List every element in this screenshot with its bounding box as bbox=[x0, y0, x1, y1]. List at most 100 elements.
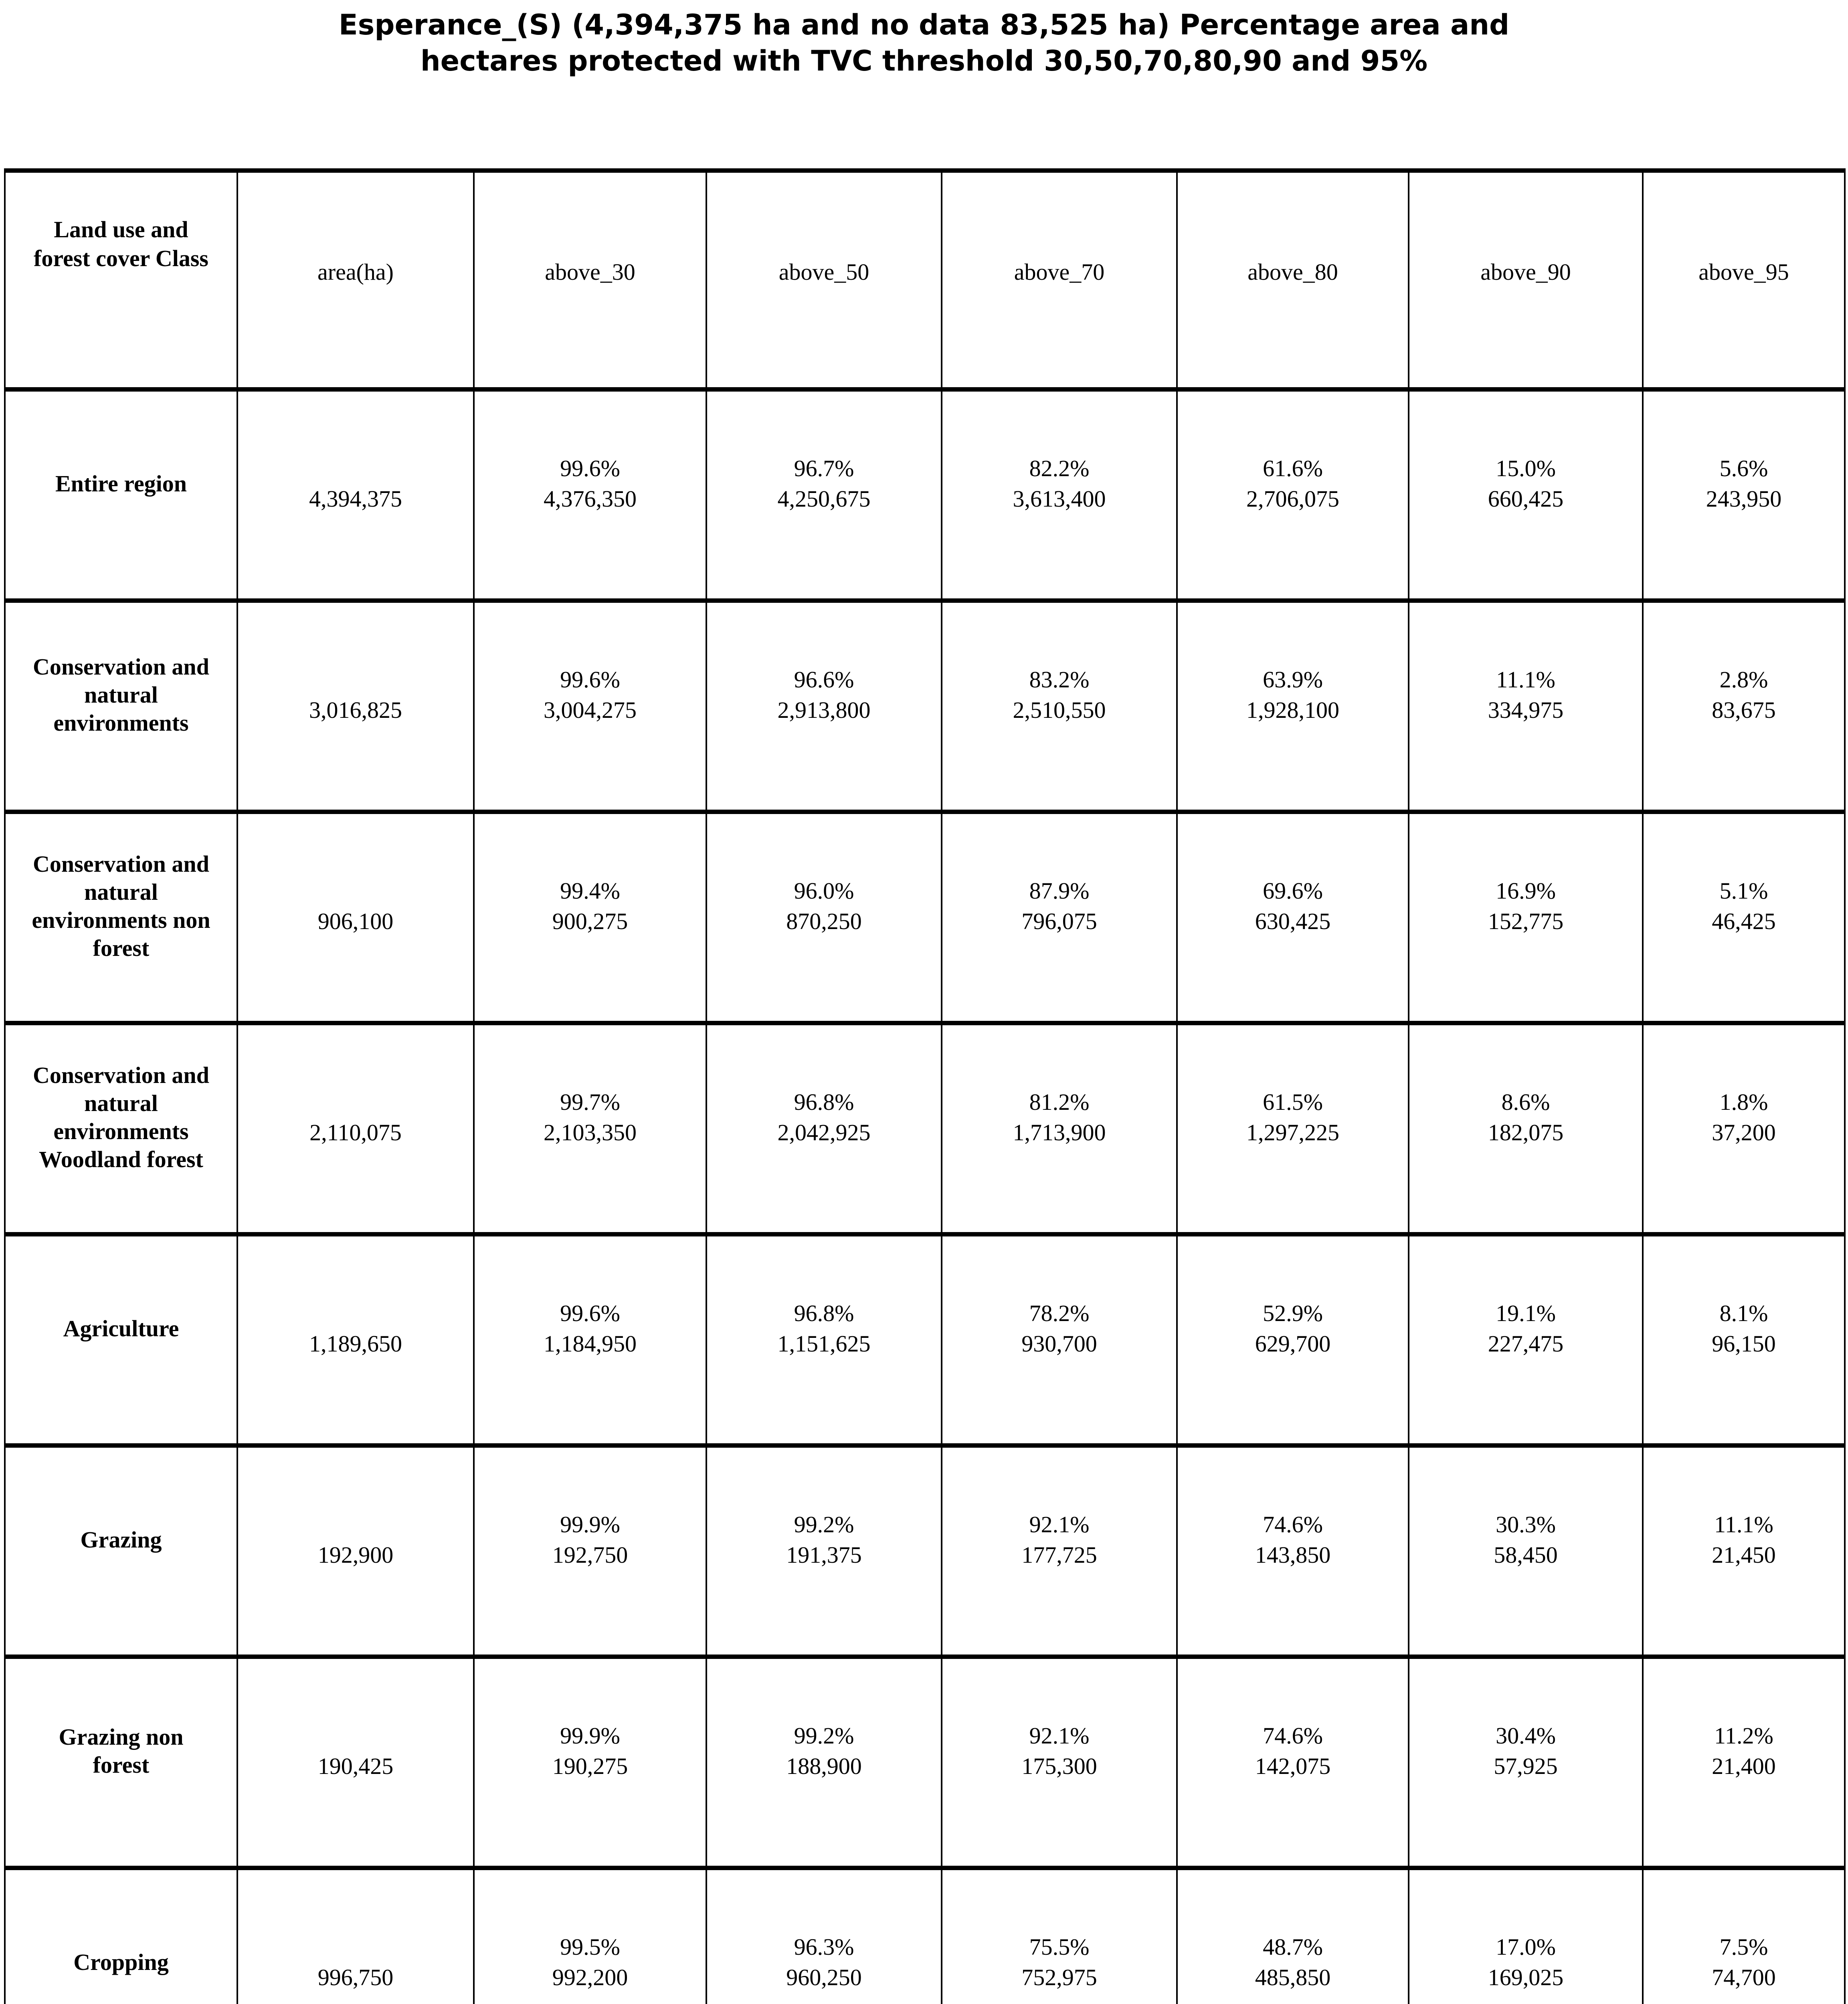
hectares-value: 930,700 bbox=[1021, 1331, 1097, 1357]
percent-value: 99.2% bbox=[794, 1723, 854, 1749]
percent-value: 82.2% bbox=[1029, 455, 1090, 481]
hectares-value: 182,075 bbox=[1488, 1119, 1564, 1145]
percent-value: 5.1% bbox=[1719, 878, 1768, 904]
hectares-value: 74,700 bbox=[1712, 1964, 1776, 1990]
hectares-value: 752,975 bbox=[1021, 1964, 1097, 1990]
hectares-value: 630,425 bbox=[1255, 908, 1331, 934]
data-cell: 16.9% 152,775 bbox=[1408, 810, 1644, 1025]
area-cell: 996,750 bbox=[237, 1866, 475, 2004]
hectares-value: 900,275 bbox=[552, 908, 628, 934]
percent-value: 92.1% bbox=[1029, 1723, 1090, 1749]
data-cell: 74.6% 143,850 bbox=[1176, 1443, 1409, 1659]
percent-value: 99.7% bbox=[560, 1089, 620, 1115]
header-class: Land use and forest cover Class bbox=[4, 168, 238, 392]
page-title-line2: hectares protected with TVC threshold 30… bbox=[420, 44, 1428, 77]
spacer bbox=[239, 1509, 472, 1540]
data-cell: 92.1% 175,300 bbox=[941, 1655, 1178, 1870]
data-cell: 11.1% 21,450 bbox=[1642, 1443, 1846, 1659]
row-label: Agriculture bbox=[63, 1315, 179, 1341]
hectares-value: 2,913,800 bbox=[777, 697, 871, 723]
percent-value: 96.8% bbox=[794, 1300, 854, 1326]
percent-value: 99.5% bbox=[560, 1934, 620, 1960]
data-cell: 96.8% 2,042,925 bbox=[706, 1021, 942, 1236]
header-above-50: above_50 bbox=[706, 168, 942, 392]
row-label: Conservation and natural environments bbox=[33, 654, 209, 736]
percent-value: 87.9% bbox=[1029, 878, 1090, 904]
percent-value: 74.6% bbox=[1263, 1511, 1323, 1537]
row-label: Cropping bbox=[73, 1949, 169, 1975]
percent-value: 16.9% bbox=[1496, 878, 1556, 904]
data-cell: 96.8% 1,151,625 bbox=[706, 1232, 942, 1448]
header-area: area(ha) bbox=[237, 168, 475, 392]
percent-value: 15.0% bbox=[1496, 455, 1556, 481]
hectares-value: 143,850 bbox=[1255, 1542, 1331, 1568]
percent-value: 99.9% bbox=[560, 1511, 620, 1537]
hectares-value: 175,300 bbox=[1021, 1753, 1097, 1779]
spacer bbox=[239, 1298, 472, 1329]
hectares-value: 83,675 bbox=[1712, 697, 1776, 723]
table-row: Conservation and natural environments 3,… bbox=[4, 598, 1846, 814]
hectares-value: 960,250 bbox=[786, 1964, 862, 1990]
table-row: Cropping 996,750 99.5% 992,200 96.3% 960,2… bbox=[4, 1866, 1846, 2004]
row-label-cell: Conservation and natural environments Wo… bbox=[4, 1021, 238, 1236]
header-above-70: above_70 bbox=[941, 168, 1178, 392]
percent-value: 81.2% bbox=[1029, 1089, 1090, 1115]
table-row: Grazing non forest 190,425 99.9% 190,275 … bbox=[4, 1655, 1846, 1870]
data-cell: 87.9% 796,075 bbox=[941, 810, 1178, 1025]
data-cell: 99.9% 190,275 bbox=[473, 1655, 707, 1870]
percent-value: 96.3% bbox=[794, 1934, 854, 1960]
percent-value: 99.2% bbox=[794, 1511, 854, 1537]
header-class-label: Land use and forest cover Class bbox=[34, 216, 208, 271]
hectares-value: 169,025 bbox=[1488, 1964, 1564, 1990]
data-cell: 5.6% 243,950 bbox=[1642, 387, 1846, 603]
data-cell: 99.6% 3,004,275 bbox=[473, 598, 707, 814]
area-value: 906,100 bbox=[317, 908, 394, 934]
row-label: Grazing non forest bbox=[59, 1724, 184, 1778]
data-cell: 30.4% 57,925 bbox=[1408, 1655, 1644, 1870]
area-value: 996,750 bbox=[317, 1964, 394, 1990]
hectares-value: 334,975 bbox=[1488, 697, 1564, 723]
row-label-cell: Grazing bbox=[4, 1443, 238, 1659]
percent-value: 99.6% bbox=[560, 455, 620, 481]
percent-value: 8.1% bbox=[1719, 1300, 1768, 1326]
area-cell: 190,425 bbox=[237, 1655, 475, 1870]
hectares-value: 796,075 bbox=[1021, 908, 1097, 934]
hectares-value: 190,275 bbox=[552, 1753, 628, 1779]
area-value: 2,110,075 bbox=[309, 1119, 402, 1145]
row-label: Conservation and natural environments Wo… bbox=[33, 1062, 209, 1172]
percent-value: 99.6% bbox=[560, 667, 620, 693]
spacer bbox=[239, 665, 472, 695]
spacer bbox=[239, 1087, 472, 1117]
row-label-cell: Entire region bbox=[4, 387, 238, 603]
percent-value: 11.1% bbox=[1714, 1511, 1773, 1537]
hectares-value: 870,250 bbox=[786, 908, 862, 934]
table-row: Conservation and natural environments no… bbox=[4, 810, 1846, 1025]
data-cell: 17.0% 169,025 bbox=[1408, 1866, 1644, 2004]
spacer bbox=[239, 1721, 472, 1751]
data-cell: 96.6% 2,913,800 bbox=[706, 598, 942, 814]
area-value: 4,394,375 bbox=[309, 486, 402, 512]
header-above-95: above_95 bbox=[1642, 168, 1846, 392]
percent-value: 19.1% bbox=[1496, 1300, 1556, 1326]
hectares-value: 191,375 bbox=[786, 1542, 862, 1568]
percent-value: 96.6% bbox=[794, 667, 854, 693]
hectares-value: 192,750 bbox=[552, 1542, 628, 1568]
data-cell: 99.6% 4,376,350 bbox=[473, 387, 707, 603]
table-row: Conservation and natural environments Wo… bbox=[4, 1021, 1846, 1236]
hectares-value: 660,425 bbox=[1488, 486, 1564, 512]
data-cell: 82.2% 3,613,400 bbox=[941, 387, 1178, 603]
data-cell: 19.1% 227,475 bbox=[1408, 1232, 1644, 1448]
percent-value: 74.6% bbox=[1263, 1723, 1323, 1749]
data-cell: 5.1% 46,425 bbox=[1642, 810, 1846, 1025]
hectares-value: 188,900 bbox=[786, 1753, 862, 1779]
percent-value: 63.9% bbox=[1263, 667, 1323, 693]
hectares-value: 1,713,900 bbox=[1013, 1119, 1106, 1145]
hectares-value: 2,510,550 bbox=[1013, 697, 1106, 723]
area-value: 190,425 bbox=[317, 1753, 394, 1779]
data-cell: 74.6% 142,075 bbox=[1176, 1655, 1409, 1870]
area-cell: 3,016,825 bbox=[237, 598, 475, 814]
data-cell: 8.6% 182,075 bbox=[1408, 1021, 1644, 1236]
table-row: Agriculture 1,189,650 99.6% 1,184,950 96.… bbox=[4, 1232, 1846, 1448]
percent-value: 99.9% bbox=[560, 1723, 620, 1749]
data-cell: 99.4% 900,275 bbox=[473, 810, 707, 1025]
